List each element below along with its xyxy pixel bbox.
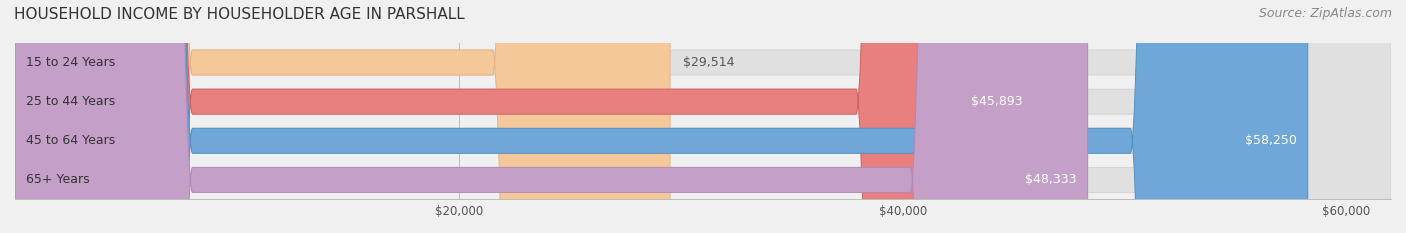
Text: 15 to 24 Years: 15 to 24 Years xyxy=(27,56,115,69)
FancyBboxPatch shape xyxy=(15,0,1391,233)
Text: Source: ZipAtlas.com: Source: ZipAtlas.com xyxy=(1258,7,1392,20)
Text: $29,514: $29,514 xyxy=(683,56,735,69)
Text: $45,893: $45,893 xyxy=(970,95,1022,108)
Text: $48,333: $48,333 xyxy=(1025,173,1077,186)
Text: 25 to 44 Years: 25 to 44 Years xyxy=(27,95,115,108)
Text: $58,250: $58,250 xyxy=(1244,134,1296,147)
FancyBboxPatch shape xyxy=(15,0,1088,233)
FancyBboxPatch shape xyxy=(15,0,1391,233)
FancyBboxPatch shape xyxy=(15,0,671,233)
Text: 45 to 64 Years: 45 to 64 Years xyxy=(27,134,115,147)
FancyBboxPatch shape xyxy=(15,0,1033,233)
Text: 65+ Years: 65+ Years xyxy=(27,173,90,186)
FancyBboxPatch shape xyxy=(15,0,1391,233)
FancyBboxPatch shape xyxy=(15,0,1308,233)
FancyBboxPatch shape xyxy=(15,0,1391,233)
Text: HOUSEHOLD INCOME BY HOUSEHOLDER AGE IN PARSHALL: HOUSEHOLD INCOME BY HOUSEHOLDER AGE IN P… xyxy=(14,7,465,22)
